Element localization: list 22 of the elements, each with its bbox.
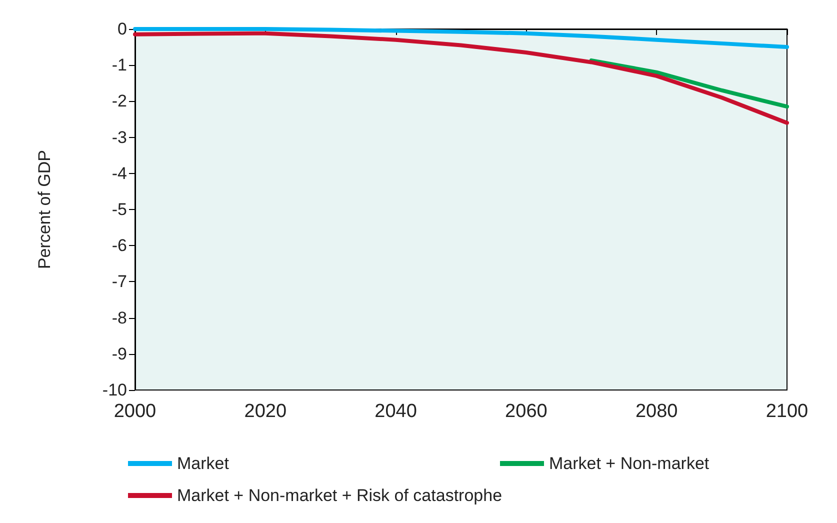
y-tick-label: -3 xyxy=(112,128,127,147)
x-tick-label: 2100 xyxy=(766,401,808,422)
y-tick-label: -9 xyxy=(112,344,127,364)
y-tick-label: -7 xyxy=(112,272,127,292)
x-tick-label: 2020 xyxy=(244,401,287,422)
y-tick-label: -1 xyxy=(112,56,127,75)
legend-label: Market xyxy=(177,454,230,473)
line-series xyxy=(589,58,789,109)
x-tick-label: 2040 xyxy=(374,401,417,422)
x-tick-label: 2080 xyxy=(635,401,678,422)
x-tick-label: 2000 xyxy=(114,401,156,422)
x-tick-label: 2060 xyxy=(505,401,548,422)
legend-label: Market + Non-market + Risk of catastrophe xyxy=(177,486,502,505)
legend-label: Market + Non-market xyxy=(549,454,710,473)
y-tick-label: -2 xyxy=(112,92,127,111)
y-axis-title: Percent of GDP xyxy=(35,150,54,270)
y-tick-label: -10 xyxy=(102,380,127,400)
y-tick-label: -8 xyxy=(112,308,127,328)
y-tick-label: -6 xyxy=(112,236,127,256)
y-tick-label: 0 xyxy=(118,20,127,38)
y-tick-label: -5 xyxy=(112,200,127,219)
y-tick-label: -4 xyxy=(112,164,127,183)
